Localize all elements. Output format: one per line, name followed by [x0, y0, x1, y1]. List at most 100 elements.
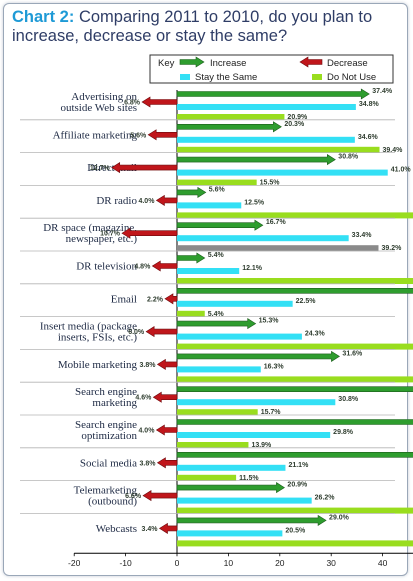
- legend-donotuse-label: Do Not Use: [327, 72, 376, 83]
- bar-stay-the-same: [177, 497, 312, 504]
- value-label-donotuse: 20.9%: [287, 114, 308, 121]
- bar-stay-the-same: [177, 333, 302, 340]
- category-label: Webcasts: [96, 523, 137, 535]
- value-label-increase: 31.6%: [342, 350, 363, 357]
- bar-do-not-use: [177, 507, 413, 514]
- bar-increase: [176, 288, 413, 294]
- bar-do-not-use: [177, 540, 413, 547]
- bar-do-not-use: [177, 245, 379, 252]
- value-label-stay: 16.3%: [264, 363, 285, 370]
- value-label-decrease: 3.4%: [142, 526, 159, 533]
- value-label-decrease: 6.8%: [124, 100, 141, 107]
- bar-stay-the-same: [177, 366, 261, 373]
- legend-key-title: Key: [158, 58, 175, 69]
- value-label-donotuse: 11.5%: [239, 475, 259, 482]
- value-label-increase: 29.0%: [329, 514, 350, 521]
- bar-decrease: [111, 162, 178, 174]
- x-tick-label: 20: [275, 558, 285, 568]
- category-label: Advertising on: [71, 91, 137, 103]
- bar-stay-the-same: [177, 432, 331, 438]
- category-label: marketing: [92, 397, 137, 409]
- category-label: Affiliate marketing: [53, 129, 138, 141]
- value-label-decrease: 3.8%: [139, 460, 156, 467]
- value-label-stay: 30.8%: [338, 396, 359, 403]
- bar-increase: [176, 482, 285, 494]
- bar-decrease: [156, 457, 178, 469]
- category-label: optimization: [81, 430, 137, 442]
- value-label-decrease: 6.0%: [128, 329, 145, 336]
- value-label-stay: 21.1%: [288, 462, 309, 469]
- bar-increase: [176, 154, 336, 166]
- value-label-donotuse: 39.2%: [381, 245, 402, 252]
- value-label-donotuse: 13.9%: [251, 442, 272, 449]
- value-label-decrease: 10.7%: [100, 231, 121, 238]
- bar-do-not-use: [177, 409, 258, 416]
- value-label-decrease: 3.8%: [139, 362, 156, 369]
- bar-decrease: [121, 227, 178, 239]
- value-label-stay: 24.3%: [305, 331, 326, 338]
- bar-decrease: [141, 96, 178, 108]
- value-label-increase: 20.3%: [284, 121, 305, 128]
- x-tick-label: 0: [175, 558, 180, 568]
- value-label-decrease: 6.6%: [125, 493, 142, 500]
- bar-decrease: [145, 326, 178, 338]
- value-label-stay: 26.2%: [315, 495, 336, 502]
- value-label-decrease: 5.6%: [130, 132, 147, 139]
- bar-increase: [176, 514, 327, 526]
- legend-stay-swatch: [180, 74, 190, 80]
- category-label: newspaper, etc.): [66, 233, 138, 245]
- value-label-donotuse: 39.4%: [383, 147, 404, 154]
- category-label: Insert media (package: [40, 321, 137, 333]
- bar-decrease: [158, 522, 178, 534]
- bar-increase: [176, 186, 207, 198]
- value-label-donotuse: 5.4%: [208, 311, 225, 318]
- category-label: outside Web sites: [60, 102, 137, 114]
- bar-decrease: [164, 293, 178, 305]
- category-label: DR television: [76, 261, 137, 273]
- bar-increase: [176, 386, 413, 392]
- x-tick-label: -20: [68, 558, 81, 568]
- bar-increase: [176, 252, 206, 264]
- value-label-increase: 16.7%: [266, 219, 287, 226]
- value-label-increase: 37.4%: [372, 88, 393, 95]
- bar-increase: [176, 121, 282, 133]
- value-label-stay: 20.5%: [285, 527, 306, 534]
- bar-do-not-use: [177, 343, 413, 350]
- value-label-stay: 22.5%: [296, 298, 317, 305]
- chart-number: Chart 2:: [12, 8, 75, 26]
- value-label-donotuse: 15.5%: [260, 180, 281, 187]
- bar-stay-the-same: [177, 399, 336, 406]
- category-label: Social media: [80, 457, 137, 469]
- value-label-decrease: 4.6%: [135, 395, 152, 402]
- bar-do-not-use: [177, 146, 380, 153]
- value-label-increase: 5.4%: [208, 252, 225, 259]
- value-label-stay: 34.8%: [359, 101, 380, 108]
- value-label-decrease: 12.7%: [90, 165, 111, 172]
- legend-increase-icon: [179, 56, 205, 68]
- legend-decrease-label: Decrease: [327, 58, 368, 69]
- bar-stay-the-same: [177, 464, 286, 471]
- legend-increase-label: Increase: [210, 58, 246, 69]
- bar-do-not-use: [177, 442, 249, 448]
- bar-stay-the-same: [177, 104, 356, 110]
- bar-decrease: [155, 194, 178, 206]
- bar-increase: [176, 350, 340, 362]
- category-label: Search engine: [75, 419, 137, 431]
- bar-decrease: [142, 490, 178, 502]
- x-tick-label: -10: [119, 558, 132, 568]
- category-label: Mobile marketing: [58, 359, 138, 371]
- category-label: DR radio: [96, 195, 137, 207]
- bar-stay-the-same: [177, 300, 293, 307]
- category-label: Email: [111, 293, 137, 305]
- bar-increase: [176, 419, 413, 425]
- bar-decrease: [156, 358, 178, 370]
- value-label-increase: 5.6%: [209, 186, 226, 193]
- value-label-stay: 33.4%: [352, 232, 373, 239]
- value-label-stay: 34.6%: [358, 134, 379, 141]
- value-label-decrease: 4.0%: [138, 428, 155, 435]
- x-tick-label: 30: [326, 558, 336, 568]
- bar-increase: [176, 88, 370, 100]
- chart-title: Chart 2: Comparing 2011 to 2010, do you …: [12, 8, 402, 46]
- bar-stay-the-same: [177, 202, 242, 209]
- bar-decrease: [155, 424, 178, 436]
